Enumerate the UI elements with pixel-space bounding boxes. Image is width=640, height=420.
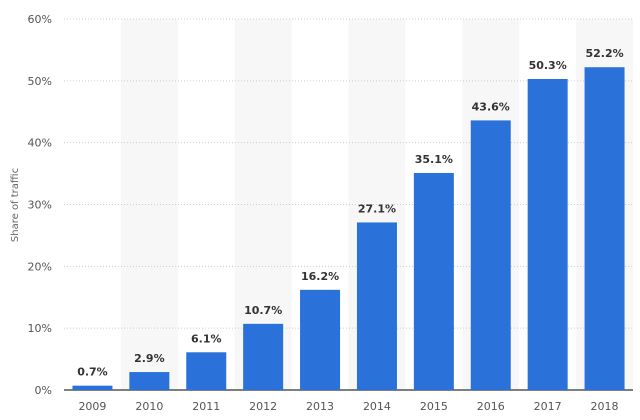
x-tick-label: 2013: [306, 400, 334, 413]
data-label-2016: 43.6%: [472, 100, 510, 113]
data-label-2014: 27.1%: [358, 202, 396, 215]
y-tick-label: 10%: [28, 322, 52, 335]
y-tick-label: 50%: [28, 75, 52, 88]
x-tick-label: 2009: [78, 400, 106, 413]
data-label-2013: 16.2%: [301, 270, 339, 283]
data-label-2010: 2.9%: [134, 352, 165, 365]
bar-2015: [413, 172, 454, 390]
y-axis-label: Share of traffic: [10, 168, 21, 242]
bar-2012: [243, 323, 284, 390]
bar-2010: [129, 372, 170, 390]
y-tick-label: 60%: [28, 13, 52, 26]
x-tick-label: 2018: [591, 400, 619, 413]
data-label-2012: 10.7%: [244, 304, 282, 317]
bar-2013: [300, 289, 341, 390]
bar-2009: [72, 385, 113, 390]
x-tick-label: 2011: [192, 400, 220, 413]
data-label-2017: 50.3%: [529, 59, 567, 72]
y-tick-label: 40%: [28, 137, 52, 150]
data-label-2015: 35.1%: [415, 153, 453, 166]
x-tick-label: 2010: [135, 400, 163, 413]
bar-2018: [584, 67, 625, 390]
bar-2011: [186, 352, 227, 390]
y-tick-label: 30%: [28, 199, 52, 212]
data-label-2018: 52.2%: [585, 47, 623, 60]
x-tick-label: 2016: [477, 400, 505, 413]
data-label-2011: 6.1%: [191, 332, 222, 345]
x-tick-label: 2012: [249, 400, 277, 413]
x-tick-label: 2017: [534, 400, 562, 413]
y-tick-label: 20%: [28, 260, 52, 273]
bar-2017: [527, 78, 568, 390]
y-tick-label: 0%: [35, 384, 52, 397]
bar-2016: [470, 120, 511, 390]
x-tick-label: 2014: [363, 400, 391, 413]
x-tick-label: 2015: [420, 400, 448, 413]
bar-2014: [356, 222, 397, 390]
data-label-2009: 0.7%: [77, 366, 108, 379]
